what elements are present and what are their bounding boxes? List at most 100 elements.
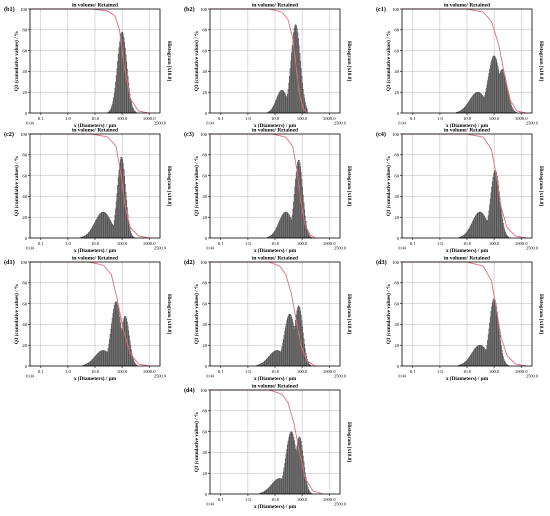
x-min-label: 0.04 [398, 246, 406, 251]
x-tick-label: 10.0 [271, 497, 280, 502]
x-tick-label: 1.0 [245, 369, 251, 374]
panel-label: (d3) [376, 259, 387, 266]
y2-axis-label: Histogram [x10.0] [538, 294, 544, 334]
x-tick-label: 100.0 [297, 497, 308, 502]
cumulative-curve [210, 133, 316, 239]
y-tick-label: 100 [20, 260, 28, 265]
y-tick-label: 60 [22, 173, 27, 178]
x-axis-label: x (Diameters) / µm [254, 375, 297, 382]
x-axis-label: x (Diameters) / µm [254, 247, 297, 254]
y-tick-label: 100 [200, 260, 208, 265]
x-tick-label: 0.1 [410, 241, 416, 246]
x-max-label: 2500.0 [526, 121, 538, 126]
y-tick-label: 0 [25, 364, 28, 369]
y-tick-label: 80 [394, 281, 399, 286]
y-tick-label: 60 [394, 48, 399, 53]
chart-panel-d4: 0 20 40 60 80 100 0.1 1.0 10.0 100.0 1000.0 0.04 250… [184, 384, 352, 511]
x-axis-label: x (Diameters) / µm [74, 375, 117, 382]
y-axis-label: Q3 (cumulative values) / % [13, 156, 20, 216]
y-tick-label: 40 [394, 69, 399, 74]
x-tick-label: 0.1 [218, 116, 224, 121]
x-tick-label: 1000.0 [323, 497, 336, 502]
y-tick-label: 20 [202, 215, 207, 220]
y-tick-label: 60 [22, 301, 27, 306]
chart-title: in volume/ Retained [444, 256, 490, 262]
y-tick-label: 40 [394, 322, 399, 327]
y-tick-label: 40 [202, 450, 207, 455]
y-tick-label: 80 [202, 28, 207, 33]
y-tick-label: 0 [205, 236, 208, 241]
x-tick-label: 1.0 [437, 241, 443, 246]
y-tick-label: 0 [205, 111, 208, 116]
y-tick-label: 60 [394, 173, 399, 178]
panel-label: (b2) [184, 6, 195, 13]
x-tick-label: 1000.0 [143, 241, 156, 246]
x-tick-label: 100.0 [489, 116, 500, 121]
y-axis-label: Q3 (cumulative values) / % [193, 31, 200, 91]
x-tick-label: 1000.0 [143, 116, 156, 121]
x-max-label: 2500.0 [526, 374, 538, 379]
x-tick-label: 0.1 [218, 241, 224, 246]
x-tick-label: 10.0 [91, 241, 100, 246]
x-tick-label: 10.0 [271, 241, 280, 246]
x-tick-label: 100.0 [489, 241, 500, 246]
x-tick-label: 10.0 [91, 369, 100, 374]
x-tick-label: 10.0 [463, 116, 472, 121]
y-axis-label: Q3 (cumulative values) / % [385, 31, 392, 91]
y-tick-label: 80 [202, 153, 207, 158]
x-tick-label: 1.0 [245, 497, 251, 502]
y-tick-label: 100 [20, 132, 28, 137]
x-axis-label: x (Diameters) / µm [446, 247, 489, 254]
cumulative-curve [210, 8, 308, 114]
chart-panel-d1: 0 20 40 60 80 100 0.1 1.0 10.0 100.0 1000.0 0.04 250… [4, 256, 172, 383]
x-tick-label: 10.0 [91, 116, 100, 121]
y-axis-label: Q3 (cumulative values) / % [193, 284, 200, 344]
x-tick-label: 1000.0 [143, 369, 156, 374]
x-tick-label: 1000.0 [323, 241, 336, 246]
x-tick-label: 10.0 [463, 241, 472, 246]
x-tick-label: 1.0 [65, 369, 71, 374]
y-tick-label: 80 [202, 409, 207, 414]
panel-label: (c4) [376, 131, 386, 138]
cumulative-curve [30, 133, 150, 239]
y2-axis-label: Histogram [x10.0] [346, 294, 352, 334]
chart-panel-c2: 0 20 40 60 80 100 0.1 1.0 10.0 100.0 1000.0 0.04 250… [4, 128, 172, 255]
x-min-label: 0.04 [26, 246, 34, 251]
y-tick-label: 40 [394, 194, 399, 199]
y-tick-label: 60 [202, 173, 207, 178]
x-tick-label: 100.0 [117, 116, 128, 121]
y-tick-label: 60 [202, 301, 207, 306]
y-tick-label: 80 [22, 28, 27, 33]
y-tick-label: 0 [205, 492, 208, 497]
y-tick-label: 20 [202, 343, 207, 348]
y-tick-label: 80 [394, 153, 399, 158]
cumulative-curve [402, 8, 527, 114]
x-max-label: 2500.0 [334, 374, 346, 379]
y-tick-label: 40 [202, 322, 207, 327]
y-tick-label: 20 [394, 215, 399, 220]
y-tick-label: 40 [22, 322, 27, 327]
y-tick-label: 100 [392, 7, 400, 12]
x-tick-label: 0.1 [410, 116, 416, 121]
x-min-label: 0.04 [206, 374, 214, 379]
y-tick-label: 60 [202, 48, 207, 53]
y-tick-label: 20 [202, 90, 207, 95]
y2-axis-label: Histogram [x10.0] [166, 166, 172, 206]
x-tick-label: 100.0 [117, 369, 128, 374]
panel-label: (b1) [4, 6, 15, 13]
x-tick-label: 100.0 [489, 369, 500, 374]
x-axis-label: x (Diameters) / µm [254, 503, 297, 510]
chart-title: in volume/ Retained [252, 384, 298, 390]
y-tick-label: 100 [392, 132, 400, 137]
x-tick-label: 1000.0 [323, 369, 336, 374]
x-max-label: 2500.0 [154, 121, 166, 126]
y-axis-label: Q3 (cumulative values) / % [385, 156, 392, 216]
chart-title: in volume/ Retained [72, 3, 118, 9]
chart-title: in volume/ Retained [444, 128, 490, 134]
x-tick-label: 1.0 [65, 241, 71, 246]
cumulative-curve [402, 133, 527, 239]
panel-label: (c3) [184, 131, 194, 138]
y-tick-label: 20 [22, 90, 27, 95]
chart-title: in volume/ Retained [72, 128, 118, 134]
